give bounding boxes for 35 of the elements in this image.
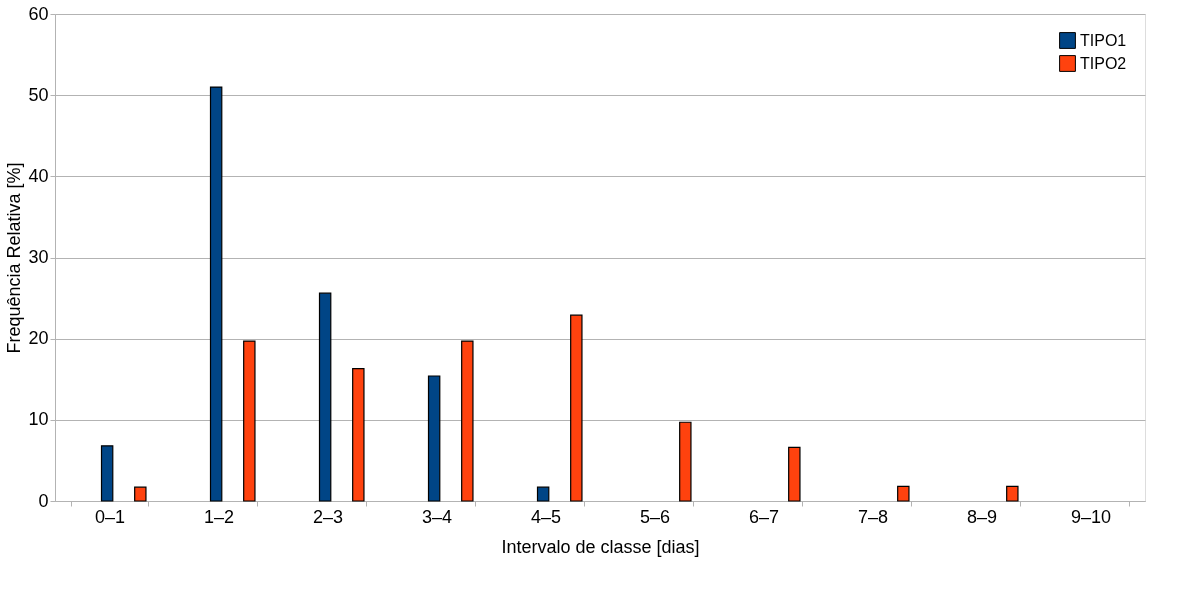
bar: [427, 375, 441, 502]
bar: [134, 486, 147, 502]
legend-label: TIPO2: [1080, 54, 1127, 72]
x-tick-label: 1–2: [203, 506, 235, 527]
bar: [352, 368, 365, 502]
x-tick-label: 9–10: [1070, 506, 1112, 527]
y-tick-label: 40: [28, 165, 49, 186]
y-tick-label: 30: [28, 247, 49, 267]
bar: [318, 292, 332, 502]
bar: [536, 486, 550, 502]
legend-label: TIPO1: [1080, 31, 1127, 49]
x-tick-label: 7–8: [857, 506, 889, 527]
y-tick-label: 20: [28, 328, 49, 349]
bar: [100, 445, 114, 502]
x-tick-label: 4–5: [530, 506, 562, 527]
x-tick-label: 3–4: [421, 506, 453, 527]
bar: [209, 86, 223, 502]
bar: [243, 340, 256, 502]
y-axis-title: Frequência Relativa [%]: [4, 162, 25, 354]
x-tick-label: 5–6: [639, 506, 671, 527]
x-tick-label: 0–1: [94, 506, 126, 527]
x-tick-label: 6–7: [748, 506, 780, 527]
y-tick-label: 10: [28, 409, 49, 430]
bar: [897, 485, 910, 502]
x-axis-title: Intervalo de classe [dias]: [501, 536, 700, 557]
bar: [461, 340, 474, 502]
bar: [788, 446, 801, 502]
y-tick-label: 50: [28, 84, 49, 105]
x-tick-label: 8–9: [966, 506, 998, 527]
y-tick-label: 0: [38, 490, 49, 511]
y-tick-label: 60: [28, 3, 49, 24]
bar: [570, 314, 583, 502]
bar: [1006, 485, 1019, 502]
bar: [679, 421, 692, 502]
x-tick-label: 2–3: [312, 506, 344, 527]
